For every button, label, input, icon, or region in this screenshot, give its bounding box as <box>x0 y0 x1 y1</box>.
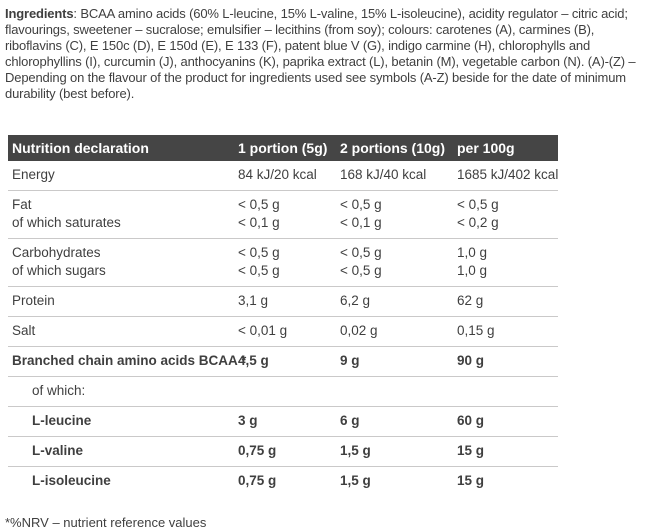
row-value-portion1: < 0,5 g <box>238 245 280 260</box>
row-value-per100g: < 0,2 g <box>457 214 558 239</box>
row-label: of which sugars <box>8 262 238 287</box>
row-value-per100g: 62 g <box>457 286 558 317</box>
table-row-carbohydrates: Carbohydrates < 0,5 g < 0,5 g 1,0 g <box>8 239 558 263</box>
header-1-portion: 1 portion (5g) <box>238 135 340 161</box>
row-value-per100g <box>457 376 558 407</box>
table-header-row: Nutrition declaration 1 portion (5g) 2 p… <box>8 135 558 161</box>
row-label: Carbohydrates <box>12 245 101 260</box>
ingredients-paragraph: Ingredients: BCAA amino acids (60% L-leu… <box>5 6 664 102</box>
row-value-portion2: < 0,5 g <box>340 262 457 287</box>
row-value-per100g: 1,0 g <box>457 262 558 287</box>
row-value-portion1: 3 g <box>238 406 340 437</box>
table-row-of-which: of which: <box>8 376 558 407</box>
ingredients-line: durability (best before). <box>5 86 135 101</box>
row-value-portion2: 168 kJ/40 kcal <box>340 161 457 191</box>
row-label: Fat <box>12 197 32 212</box>
row-value-portion2 <box>340 376 457 407</box>
header-nutrition-declaration: Nutrition declaration <box>8 135 238 161</box>
row-label: Branched chain amino acids BCAA * <box>8 346 246 377</box>
row-value-portion1: 0,75 g <box>238 473 277 488</box>
header-per-100g: per 100g <box>457 135 558 161</box>
ingredients-label: Ingredients <box>5 6 74 21</box>
row-value-portion1: < 0,5 g <box>238 197 280 212</box>
row-label: of which saturates <box>8 214 238 239</box>
row-label: L-leucine <box>8 406 238 437</box>
row-label: of which: <box>8 376 238 407</box>
row-value-per100g: 90 g <box>457 346 558 377</box>
row-label: Protein <box>8 286 238 317</box>
table-row-l-leucine: L-leucine 3 g 6 g 60 g <box>8 406 558 437</box>
ingredients-text: : BCAA amino acids (60% L-leucine, 15% L… <box>73 6 628 21</box>
table-row-protein: Protein 3,1 g 6,2 g 62 g <box>8 286 558 317</box>
row-value-portion2: 1,5 g <box>340 436 457 467</box>
table-row-l-isoleucine: L-isoleucine 0,75 g 1,5 g 15 g <box>8 467 558 497</box>
table-row-fat: Fat < 0,5 g < 0,5 g < 0,5 g <box>8 191 558 215</box>
row-value-portion1: < 0,01 g <box>238 316 340 347</box>
table-row-l-valine: L-valine 0,75 g 1,5 g 15 g <box>8 436 558 467</box>
row-value-portion1: < 0,1 g <box>238 214 340 239</box>
ingredients-line: Depending on the flavour of the product … <box>5 70 626 85</box>
row-value-portion2: < 0,1 g <box>340 214 457 239</box>
nrv-footnote: *%NRV – nutrient reference values <box>5 515 207 530</box>
row-value-per100g: 0,15 g <box>457 316 558 347</box>
row-value-per100g: 15 g <box>457 436 558 467</box>
header-2-portions: 2 portions (10g) <box>340 135 457 161</box>
row-value-portion1: 0,75 g <box>238 436 340 467</box>
row-value-portion1: < 0,5 g <box>238 262 340 287</box>
row-label: L-valine <box>8 436 238 467</box>
ingredients-line: riboflavins (C), E 150c (D), E 150d (E),… <box>5 38 591 53</box>
table-row-energy: Energy 84 kJ/20 kcal 168 kJ/40 kcal 1685… <box>8 161 558 191</box>
row-value-portion1: 84 kJ/20 kcal <box>238 161 340 191</box>
table-row-saturates: of which saturates < 0,1 g < 0,1 g < 0,2… <box>8 214 558 239</box>
row-value-portion2: 1,5 g <box>340 473 371 488</box>
row-label: Energy <box>8 161 238 191</box>
row-value-portion2: 6,2 g <box>340 286 457 317</box>
row-value-portion2: 0,02 g <box>340 316 457 347</box>
ingredients-line: Ingredients: BCAA amino acids (60% L-leu… <box>5 6 664 22</box>
row-value-per100g: 15 g <box>457 473 485 488</box>
nutrition-declaration-table: Nutrition declaration 1 portion (5g) 2 p… <box>8 135 558 496</box>
row-value-portion2: 9 g <box>340 346 457 377</box>
row-value-per100g: 60 g <box>457 406 558 437</box>
row-label: Salt <box>8 316 238 347</box>
row-value-per100g: 1685 kJ/402 kcal <box>457 161 558 191</box>
ingredients-line: chlorophyllins (I), curcumin (J), anthoc… <box>5 54 636 69</box>
row-value-portion2: < 0,5 g <box>340 245 382 260</box>
table-row-bcaa: Branched chain amino acids BCAA * 4,5 g … <box>8 346 558 377</box>
row-value-portion1: 4,5 g <box>238 346 340 377</box>
row-value-portion2: 6 g <box>340 406 457 437</box>
row-value-portion2: < 0,5 g <box>340 197 382 212</box>
table-row-salt: Salt < 0,01 g 0,02 g 0,15 g <box>8 316 558 347</box>
row-value-per100g: 1,0 g <box>457 245 488 260</box>
row-value-per100g: < 0,5 g <box>457 197 499 212</box>
row-value-portion1: 3,1 g <box>238 286 340 317</box>
row-label: L-isoleucine <box>32 473 111 488</box>
row-value-portion1 <box>238 376 340 407</box>
ingredients-line: flavourings, sweetener – sucralose; emul… <box>5 22 595 37</box>
table-row-sugars: of which sugars < 0,5 g < 0,5 g 1,0 g <box>8 262 558 287</box>
